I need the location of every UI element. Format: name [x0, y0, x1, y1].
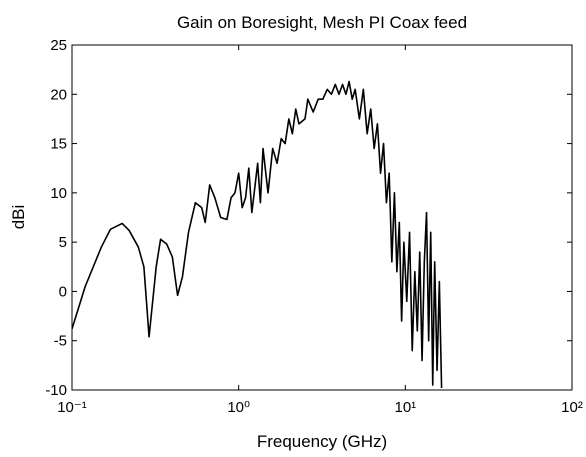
y-tick-label: 15 — [50, 136, 67, 153]
y-tick-label: -10 — [45, 382, 67, 399]
y-tick-label: 20 — [50, 86, 67, 103]
x-axis-label: Frequency (GHz) — [257, 432, 387, 451]
x-tick-label: 10⁻¹ — [57, 399, 87, 416]
x-tick-label: 10¹ — [394, 399, 416, 416]
line-series — [72, 80, 443, 389]
x-tick-label: 10² — [561, 399, 583, 416]
plot-area — [72, 80, 443, 389]
chart-title: Gain on Boresight, Mesh PI Coax feed — [177, 13, 467, 32]
x-tick-label: 10⁰ — [227, 399, 250, 416]
y-tick-label: 0 — [59, 283, 67, 300]
y-axis-label: dBi — [9, 205, 28, 230]
y-tick-label: 25 — [50, 37, 67, 54]
y-tick-label: -5 — [54, 333, 67, 350]
plot-frame — [71, 44, 573, 391]
y-tick-label: 10 — [50, 185, 67, 202]
y-tick-label: 5 — [59, 234, 67, 251]
